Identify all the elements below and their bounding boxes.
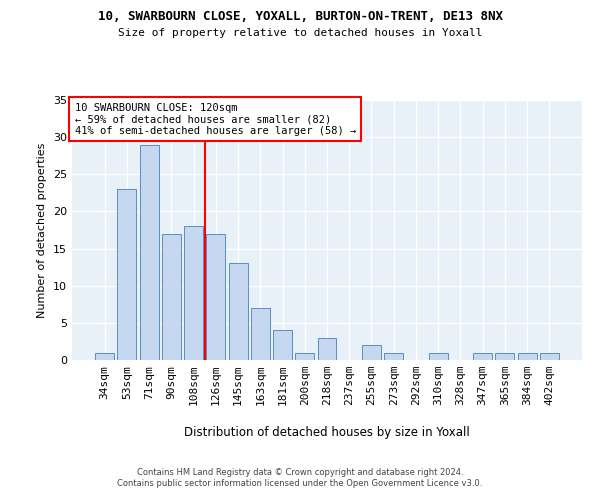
- Bar: [362, 345, 381, 360]
- Text: 10, SWARBOURN CLOSE, YOXALL, BURTON-ON-TRENT, DE13 8NX: 10, SWARBOURN CLOSE, YOXALL, BURTON-ON-T…: [97, 10, 503, 23]
- Bar: [384, 352, 403, 360]
- Bar: [429, 352, 448, 360]
- Bar: [95, 352, 114, 360]
- Text: Distribution of detached houses by size in Yoxall: Distribution of detached houses by size …: [184, 426, 470, 439]
- Bar: [162, 234, 181, 360]
- Text: 10 SWARBOURN CLOSE: 120sqm
← 59% of detached houses are smaller (82)
41% of semi: 10 SWARBOURN CLOSE: 120sqm ← 59% of deta…: [74, 102, 356, 136]
- Bar: [317, 338, 337, 360]
- Bar: [251, 308, 270, 360]
- Bar: [140, 144, 158, 360]
- Bar: [206, 234, 225, 360]
- Text: Size of property relative to detached houses in Yoxall: Size of property relative to detached ho…: [118, 28, 482, 38]
- Bar: [184, 226, 203, 360]
- Bar: [295, 352, 314, 360]
- Bar: [273, 330, 292, 360]
- Bar: [229, 264, 248, 360]
- Bar: [118, 189, 136, 360]
- Bar: [473, 352, 492, 360]
- Bar: [518, 352, 536, 360]
- Bar: [496, 352, 514, 360]
- Y-axis label: Number of detached properties: Number of detached properties: [37, 142, 47, 318]
- Text: Contains HM Land Registry data © Crown copyright and database right 2024.
Contai: Contains HM Land Registry data © Crown c…: [118, 468, 482, 487]
- Bar: [540, 352, 559, 360]
